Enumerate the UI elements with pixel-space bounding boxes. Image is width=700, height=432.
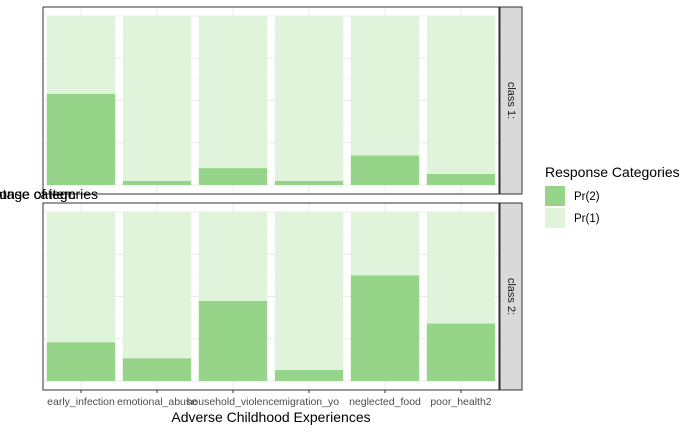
x-tick-label: neglected_food — [349, 396, 421, 408]
bar-neglected_food-pr2 — [350, 275, 420, 381]
bar-early_infection-pr1 — [46, 16, 116, 94]
legend-items: Pr(2) Pr(1) — [545, 186, 600, 228]
bar-neglected_food-pr1 — [350, 16, 420, 156]
y-axis-title: Percentage of item response categories — [0, 186, 98, 202]
bar-migration_yo-pr1 — [274, 16, 344, 181]
x-tick-label: migration_yo — [279, 396, 339, 408]
legend-title: Response Categories — [545, 164, 680, 180]
legend-label: Pr(1) — [574, 213, 600, 225]
bar-household_violence-pr1 — [198, 16, 268, 169]
x-tick-label: household_violence — [187, 396, 280, 408]
x-tick-label: early_infection — [47, 396, 115, 408]
bar-poor_health2-pr2 — [426, 174, 496, 185]
x-tick-label: poor_health2 — [430, 396, 491, 408]
legend-key — [545, 208, 565, 228]
bar-household_violence-pr1 — [198, 212, 268, 301]
bar-emotional_abuse-pr2 — [122, 358, 192, 381]
bar-poor_health2-pr2 — [426, 323, 496, 381]
bar-migration_yo-pr2 — [274, 180, 344, 185]
bar-emotional_abuse-pr2 — [122, 180, 192, 185]
facet-strip-label: class 1: — [505, 82, 517, 119]
legend-label: Pr(2) — [574, 191, 600, 203]
bar-migration_yo-pr2 — [274, 370, 344, 381]
bar-neglected_food-pr2 — [350, 155, 420, 185]
y-axis-title-line-2: response categories — [0, 186, 98, 202]
bar-household_violence-pr2 — [198, 300, 268, 381]
bar-household_violence-pr2 — [198, 168, 268, 185]
legend: Response Categories Pr(2) Pr(1) — [545, 164, 680, 228]
bar-poor_health2-pr1 — [426, 212, 496, 324]
panel-1: class 1: — [42, 6, 523, 195]
bar-early_infection-pr2 — [46, 93, 116, 185]
bar-early_infection-pr1 — [46, 212, 116, 343]
facet-strip — [499, 202, 523, 391]
legend-key — [545, 186, 565, 206]
y-axis-title-line-1: Percentage of item — [0, 186, 76, 202]
panel-border — [42, 6, 500, 195]
panel-2: class 2: — [42, 202, 523, 391]
panels-layer: class 1: class 2: — [42, 6, 523, 391]
x-tick-labels: early_infection emotional_abusehousehold_… — [47, 390, 492, 408]
bar-emotional_abuse-pr1 — [122, 16, 192, 181]
facet-strip — [499, 6, 523, 195]
facet-strip-label: class 2: — [505, 278, 517, 315]
bar-neglected_food-pr1 — [350, 212, 420, 276]
bar-emotional_abuse-pr1 — [122, 212, 192, 359]
bar-poor_health2-pr1 — [426, 16, 496, 175]
bar-early_infection-pr2 — [46, 342, 116, 381]
x-tick-label: emotional_abuse — [117, 396, 197, 408]
panel-border — [42, 202, 500, 391]
x-axis-title: Adverse Childhood Experiences — [171, 409, 370, 425]
bar-migration_yo-pr1 — [274, 212, 344, 371]
